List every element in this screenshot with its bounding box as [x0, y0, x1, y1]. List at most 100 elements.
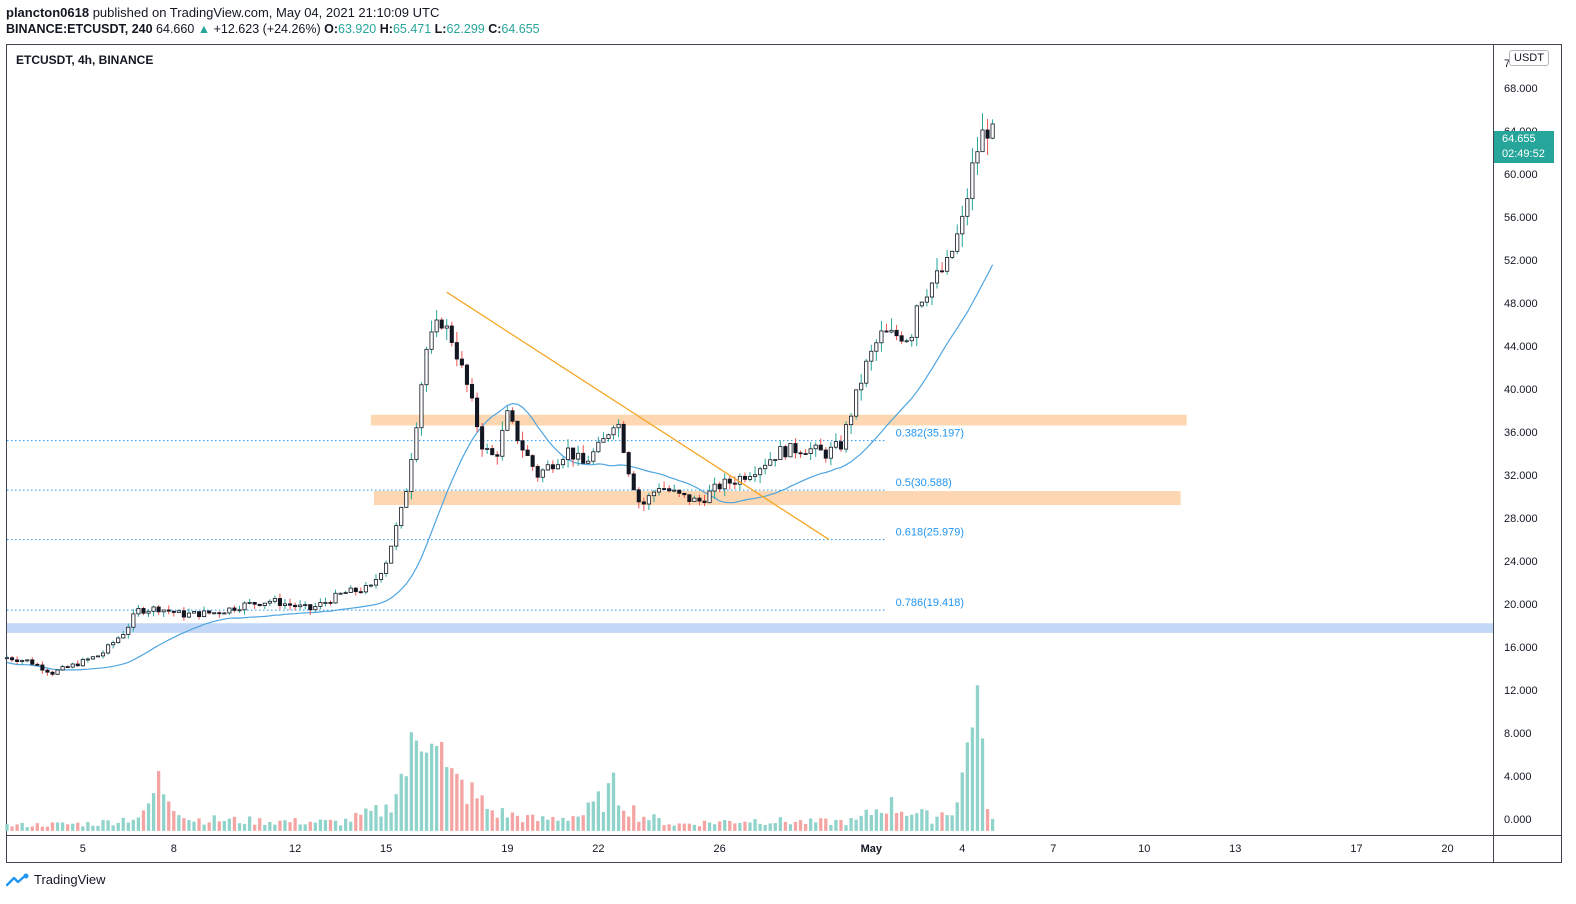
candle-body[interactable] [682, 492, 687, 496]
candle-body[interactable] [763, 464, 768, 470]
candle-body[interactable] [454, 342, 459, 360]
candle-body[interactable] [768, 459, 773, 466]
tradingview-footer[interactable]: TradingView [6, 872, 106, 887]
candle-body[interactable] [404, 491, 409, 508]
candle-body[interactable] [262, 602, 267, 606]
candle-body[interactable] [166, 609, 171, 612]
candle-body[interactable] [813, 444, 818, 450]
candle-body[interactable] [141, 608, 146, 614]
currency-unit-button[interactable]: USDT [1509, 50, 1549, 66]
candle-body[interactable] [95, 655, 101, 658]
candle-body[interactable] [252, 601, 257, 605]
candle-body[interactable] [298, 604, 303, 608]
candle-body[interactable] [75, 663, 80, 667]
candle-body[interactable] [389, 545, 394, 564]
candle-body[interactable] [631, 473, 636, 491]
candle-body[interactable] [338, 592, 343, 595]
candle-body[interactable] [672, 489, 677, 492]
candle-body[interactable] [419, 384, 424, 429]
candle-body[interactable] [444, 325, 449, 329]
candle-body[interactable] [884, 330, 889, 333]
candle-body[interactable] [277, 598, 282, 606]
candle-body[interactable] [621, 423, 626, 453]
candle-body[interactable] [692, 497, 697, 502]
candle-body[interactable] [788, 443, 793, 458]
candle-body[interactable] [222, 612, 227, 615]
candle-body[interactable] [171, 610, 176, 613]
candle-body[interactable] [373, 579, 379, 586]
candle-body[interactable] [894, 329, 899, 337]
candle-body[interactable] [414, 427, 419, 460]
candle-body[interactable] [525, 449, 530, 456]
candle-body[interactable] [707, 490, 712, 504]
candle-body[interactable] [945, 256, 950, 272]
candle-body[interactable] [828, 446, 833, 459]
candle-body[interactable] [965, 198, 970, 217]
candle-body[interactable] [697, 497, 702, 502]
candle-body[interactable] [10, 657, 15, 661]
candle-body[interactable] [282, 603, 288, 606]
candle-body[interactable] [257, 603, 262, 606]
candle-body[interactable] [45, 669, 50, 673]
candle-body[interactable] [778, 446, 783, 460]
candle-body[interactable] [747, 476, 753, 480]
candle-body[interactable] [353, 587, 358, 593]
candle-body[interactable] [70, 663, 75, 668]
candle-body[interactable] [874, 342, 879, 352]
candle-body[interactable] [399, 506, 404, 527]
author-name[interactable]: plancton0618 [6, 5, 90, 20]
candle-body[interactable] [611, 427, 616, 436]
candle-body[interactable] [242, 602, 247, 611]
candle-body[interactable] [293, 604, 298, 608]
candle-body[interactable] [469, 384, 475, 399]
candle-body[interactable] [378, 573, 384, 580]
candle-body[interactable] [550, 464, 555, 470]
candle-body[interactable] [722, 478, 727, 490]
candle-body[interactable] [641, 501, 646, 505]
candle-body[interactable] [485, 448, 490, 450]
candle-body[interactable] [606, 434, 611, 439]
candle-body[interactable] [601, 438, 606, 443]
candle-body[interactable] [849, 415, 854, 426]
candle-body[interactable] [191, 611, 197, 614]
candle-body[interactable] [732, 482, 737, 485]
candle-body[interactable] [181, 610, 186, 618]
candle-body[interactable] [394, 525, 399, 547]
candle-body[interactable] [358, 591, 363, 594]
candle-body[interactable] [313, 606, 318, 611]
candle-body[interactable] [929, 282, 935, 298]
candle-body[interactable] [773, 459, 778, 461]
candle-body[interactable] [434, 319, 439, 333]
candle-body[interactable] [838, 441, 844, 450]
candle-body[interactable] [348, 587, 353, 593]
candle-body[interactable] [753, 474, 758, 477]
descending-trendline[interactable] [446, 291, 830, 540]
candle-body[interactable] [217, 612, 222, 615]
candle-body[interactable] [560, 459, 566, 466]
candle-body[interactable] [742, 475, 747, 480]
candle-body[interactable] [651, 491, 657, 497]
candle-body[interactable] [384, 562, 389, 574]
candle-body[interactable] [702, 500, 707, 504]
candle-body[interactable] [985, 129, 990, 139]
candle-body[interactable] [176, 610, 181, 613]
candle-body[interactable] [267, 600, 272, 604]
candle-body[interactable] [934, 270, 940, 284]
candle-body[interactable] [727, 478, 732, 484]
candle-body[interactable] [591, 451, 596, 462]
candle-body[interactable] [596, 441, 601, 453]
candle-body[interactable] [924, 296, 929, 303]
candle-body[interactable] [25, 659, 30, 662]
trend-layer[interactable] [446, 291, 830, 540]
candle-body[interactable] [116, 637, 121, 644]
candle-body[interactable] [495, 454, 500, 457]
candle-body[interactable] [576, 452, 581, 460]
candle-body[interactable] [909, 336, 914, 342]
candle-body[interactable] [843, 424, 849, 450]
candle-body[interactable] [712, 483, 717, 492]
candle-body[interactable] [464, 364, 469, 385]
candle-body[interactable] [237, 609, 242, 612]
candle-body[interactable] [656, 488, 662, 493]
time-axis[interactable]: 5 8 12 15 19 22 26 May 4 7 10 13 17 20 [80, 843, 1454, 855]
candle-body[interactable] [758, 468, 763, 476]
